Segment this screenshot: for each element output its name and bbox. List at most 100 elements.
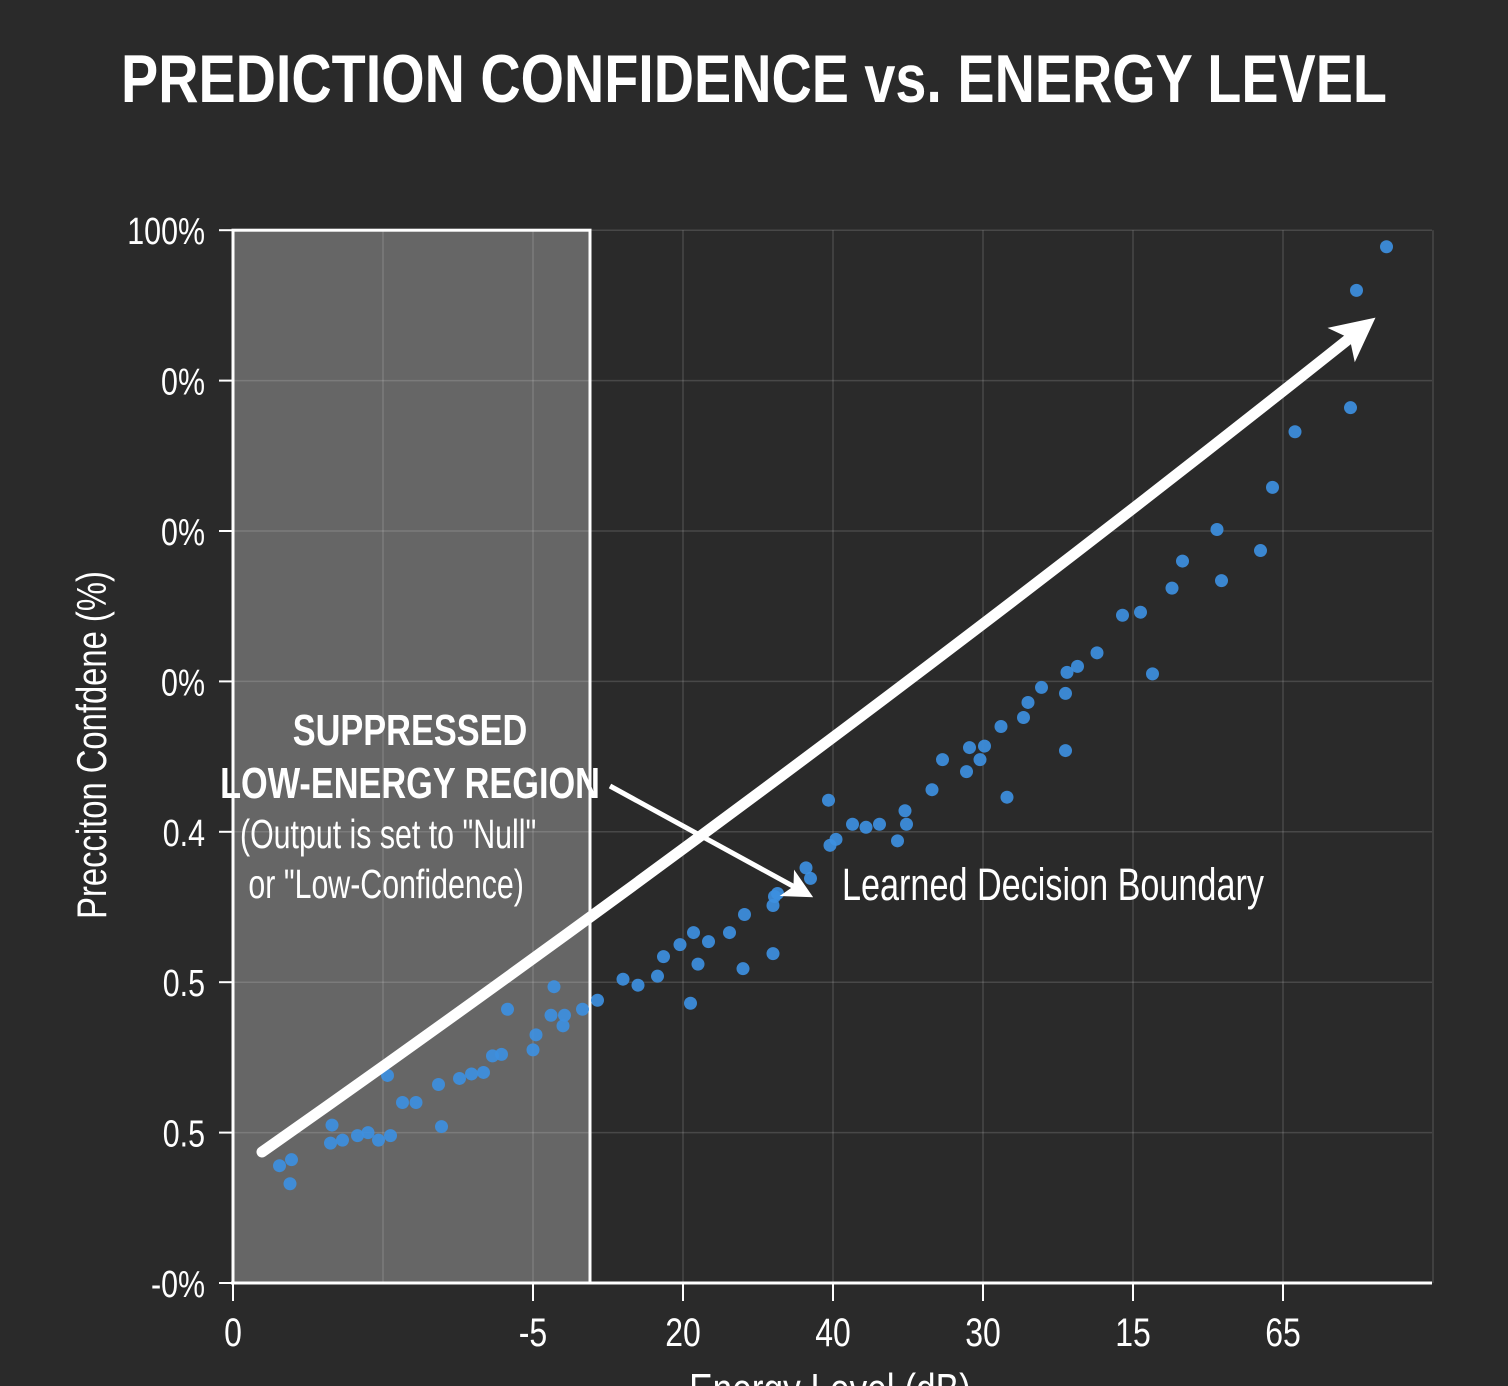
data-point xyxy=(936,753,949,767)
data-point xyxy=(372,1133,385,1147)
data-point xyxy=(822,793,835,807)
x-axis-ticks: 0 -5 20 40 30 15 65 xyxy=(224,1283,1301,1355)
data-point xyxy=(1254,544,1267,558)
data-point xyxy=(1059,686,1072,700)
data-point xyxy=(283,1177,297,1191)
region-title-line-2: LOW-ENERGY REGION xyxy=(220,759,600,808)
data-point xyxy=(873,817,886,831)
data-point xyxy=(1090,646,1104,660)
data-point xyxy=(273,1159,286,1173)
data-point xyxy=(736,962,750,976)
data-point xyxy=(465,1067,478,1081)
data-point xyxy=(766,947,780,961)
data-point xyxy=(1344,401,1357,415)
x-tick-label: 40 xyxy=(815,1310,851,1355)
data-point xyxy=(591,993,604,1007)
data-point xyxy=(336,1133,349,1147)
data-point xyxy=(558,1008,571,1022)
data-point xyxy=(1021,695,1035,709)
x-tick-label: 65 xyxy=(1265,1310,1301,1355)
data-point xyxy=(994,720,1008,734)
data-points xyxy=(273,240,1393,1191)
data-point xyxy=(384,1129,397,1143)
data-point xyxy=(477,1065,490,1079)
data-point xyxy=(684,996,697,1010)
data-point xyxy=(1035,680,1048,694)
data-point xyxy=(1116,608,1129,622)
data-point xyxy=(963,741,976,755)
data-point xyxy=(1266,480,1279,494)
data-point xyxy=(351,1129,364,1143)
data-point xyxy=(324,1136,337,1150)
data-point xyxy=(501,1002,514,1016)
y-tick-label: 0.5 xyxy=(163,963,205,1005)
decision-boundary-label: Learned Decision Boundary xyxy=(842,861,1264,911)
data-point xyxy=(1146,667,1159,681)
y-axis-label: Precciton Confdene (%) xyxy=(68,571,115,919)
data-point xyxy=(859,820,873,834)
x-axis-label: Energy Level (dB) xyxy=(689,1365,971,1386)
data-point xyxy=(702,935,715,949)
region-note-line-1: (Output is set to "Null" xyxy=(240,810,536,857)
y-tick-label: -0% xyxy=(151,1264,205,1306)
data-point xyxy=(1165,581,1179,595)
data-point xyxy=(960,765,973,779)
data-point xyxy=(325,1118,339,1132)
data-point xyxy=(900,817,913,831)
y-tick-label: 0% xyxy=(161,361,205,403)
y-tick-label: 0% xyxy=(161,662,205,704)
data-point xyxy=(1210,522,1224,536)
data-point xyxy=(973,753,987,767)
suppressed-region xyxy=(231,228,592,1285)
data-point xyxy=(529,1028,543,1042)
trend-arrow xyxy=(256,317,1376,1158)
data-point xyxy=(526,1043,540,1057)
data-point xyxy=(544,1008,558,1022)
y-tick-label: 0% xyxy=(161,512,205,554)
data-point xyxy=(432,1077,445,1091)
data-point xyxy=(691,957,705,971)
data-point xyxy=(1215,574,1228,588)
data-point xyxy=(396,1096,409,1110)
x-tick-label: 15 xyxy=(1115,1310,1151,1355)
data-point xyxy=(1000,790,1014,804)
data-point xyxy=(453,1071,466,1085)
data-point xyxy=(925,783,939,797)
data-point xyxy=(576,1002,589,1016)
x-tick-label: -5 xyxy=(519,1310,547,1355)
data-point xyxy=(723,926,736,940)
data-point xyxy=(631,978,645,992)
data-point xyxy=(1350,283,1363,297)
data-point xyxy=(1380,240,1393,254)
data-point xyxy=(978,739,991,753)
data-point xyxy=(657,950,670,964)
data-point xyxy=(898,804,912,818)
data-point xyxy=(651,969,664,983)
data-point xyxy=(495,1047,508,1061)
region-note-line-2: or "Low-Confidence) xyxy=(240,860,524,907)
data-point xyxy=(1176,554,1189,568)
x-tick-label: 20 xyxy=(665,1310,701,1355)
data-point xyxy=(1288,425,1302,439)
data-point xyxy=(285,1153,298,1167)
data-point xyxy=(556,1019,570,1033)
data-point xyxy=(846,817,859,831)
y-tick-label: 0.5 xyxy=(163,1113,205,1155)
data-point xyxy=(547,980,561,994)
data-point xyxy=(616,972,630,986)
x-tick-label: 0 xyxy=(224,1310,242,1355)
y-axis-ticks: -0% 0.5 0.5 0.4 0% 0% 0% 100% xyxy=(127,211,233,1306)
data-point xyxy=(673,938,687,952)
data-point xyxy=(687,926,700,940)
data-point xyxy=(1017,710,1030,724)
data-point xyxy=(435,1120,448,1134)
region-title-line-1: SUPPRESSED xyxy=(293,706,527,755)
data-point xyxy=(771,886,784,900)
data-point xyxy=(361,1126,375,1140)
y-tick-label: 100% xyxy=(127,211,205,253)
chart-title: PREDICTION CONFIDENCE vs. ENERGY LEVEL xyxy=(121,42,1387,117)
data-point xyxy=(1060,665,1074,679)
annotation-arrow xyxy=(608,783,814,898)
data-point xyxy=(1134,605,1147,619)
